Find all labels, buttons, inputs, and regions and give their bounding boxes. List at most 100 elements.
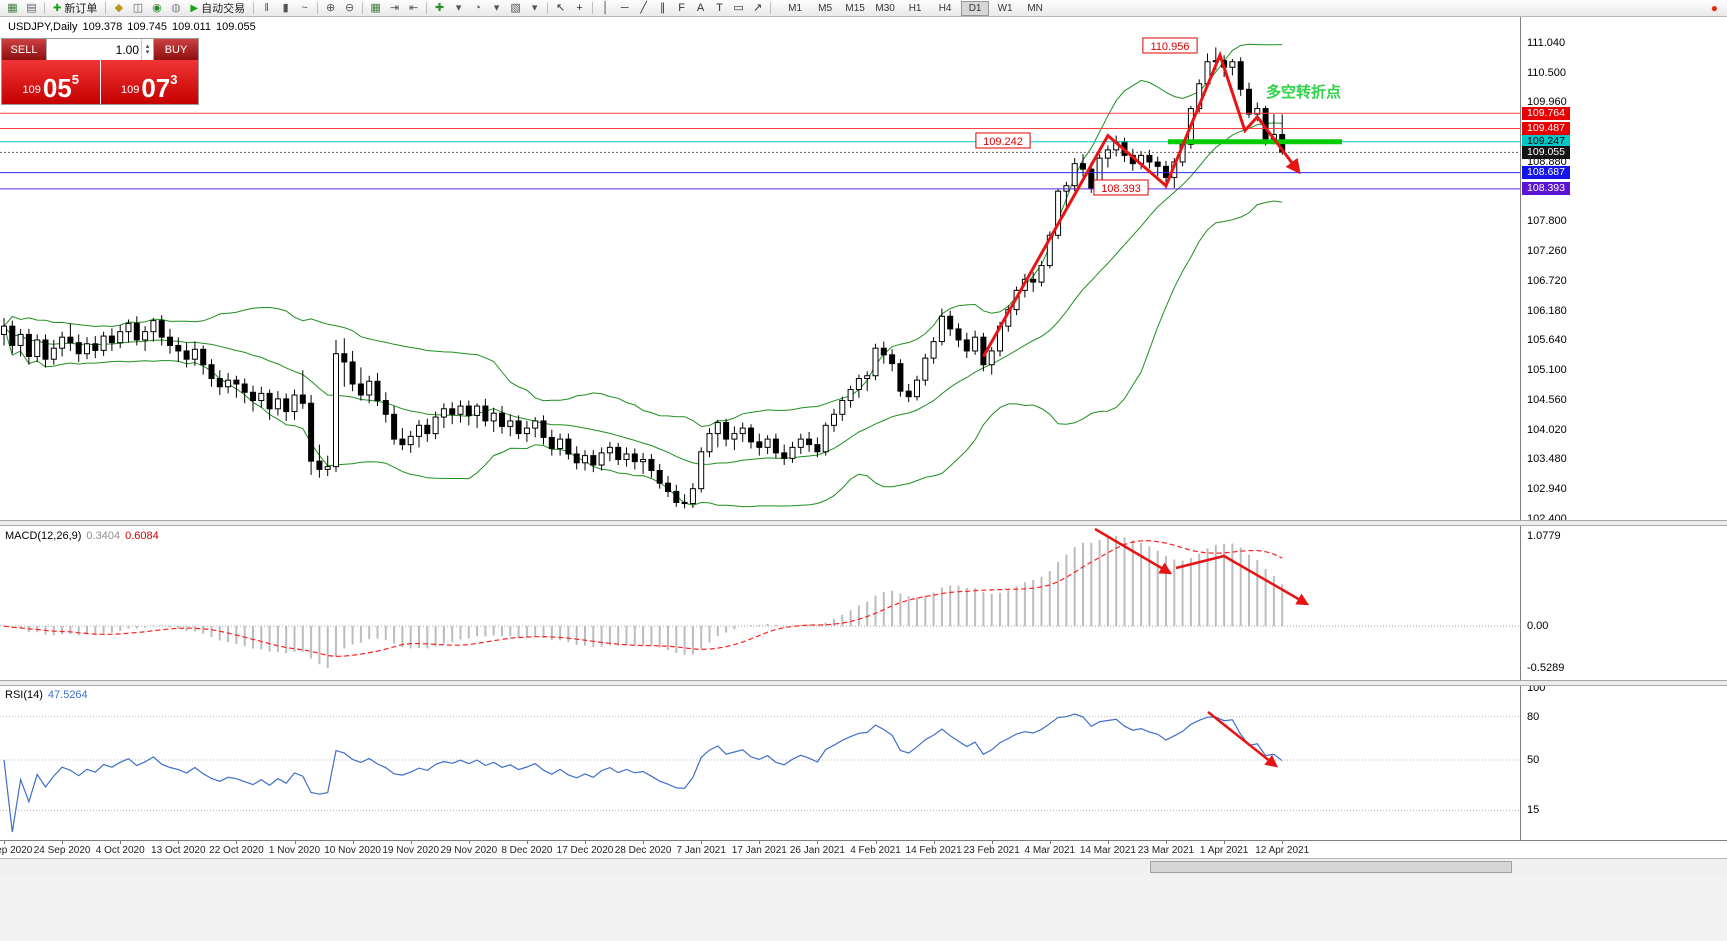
macd-arrow-annotation[interactable] <box>1175 554 1310 606</box>
auto-scroll-icon[interactable]: ⇥ <box>389 1 400 14</box>
price-level-badge: 108.393 <box>1522 182 1570 196</box>
price-level-badge: 109.055 <box>1522 145 1570 159</box>
candle <box>17 333 24 346</box>
candle <box>689 488 696 505</box>
timeframe-mn[interactable]: MN <box>1027 2 1043 14</box>
candle <box>938 315 945 343</box>
horizontal-line-icon[interactable]: ─ <box>620 1 629 14</box>
candle <box>988 350 995 366</box>
candle <box>357 383 364 396</box>
trendline-icon[interactable]: ╱ <box>640 1 647 14</box>
timeframe-w1[interactable]: W1 <box>997 2 1013 14</box>
metaeditor-icon[interactable]: ◆ <box>114 1 124 14</box>
timeframe-m5[interactable]: M5 <box>818 2 833 14</box>
templates-list-icon[interactable]: ▾ <box>531 1 538 14</box>
fibonacci-icon[interactable]: F <box>678 1 685 14</box>
time-tick <box>759 841 761 844</box>
time-tick <box>701 841 703 844</box>
periods-icon[interactable]: ◔ <box>474 1 481 14</box>
price-tick-label: 1.0779 <box>1527 530 1561 542</box>
spinner-up-icon[interactable]: ▴ <box>145 42 150 50</box>
vertical-line-icon[interactable]: │ <box>602 1 610 14</box>
chart-window-icon[interactable]: ◫ <box>132 1 144 14</box>
time-tick <box>1166 841 1167 844</box>
chart-symbol-period: USDJPY,Daily <box>8 21 78 33</box>
indicators-list-icon[interactable]: ▾ <box>455 1 462 14</box>
candle <box>565 438 572 455</box>
panel-splitter-rsi[interactable] <box>0 680 1727 686</box>
periods-list-icon[interactable]: ▾ <box>493 1 500 14</box>
one-click-buy-price[interactable]: 109 07 3 <box>100 60 198 104</box>
timeframe-m30[interactable]: M30 <box>875 2 895 14</box>
volume-input[interactable] <box>47 39 141 60</box>
macd-arrow-annotation[interactable] <box>1094 527 1173 575</box>
rsi-arrow-annotation[interactable] <box>1207 711 1278 768</box>
candle <box>540 420 547 438</box>
horizontal-scrollbar[interactable] <box>0 858 1727 874</box>
candle <box>183 350 190 360</box>
cursor-icon[interactable]: ↖ <box>555 1 566 14</box>
label-icon[interactable]: T <box>716 1 723 14</box>
new-order-button[interactable]: ✚ 新订单 <box>48 1 102 16</box>
price-tag-annotation[interactable]: 108.393 <box>1093 179 1149 196</box>
auto-trading-button[interactable]: ▶ 自动交易 <box>185 1 250 16</box>
sell-button[interactable]: SELL <box>2 39 46 60</box>
timeframe-h1[interactable]: H1 <box>908 2 922 14</box>
shapes-icon[interactable]: ▭ <box>733 1 744 14</box>
zoom-out-icon[interactable]: ⊖ <box>344 1 355 14</box>
price-tick-label: 109.960 <box>1527 96 1567 109</box>
candle <box>557 438 564 449</box>
new-chart-icon[interactable]: ▦ <box>7 1 18 14</box>
horizontal-scrollbar-thumb[interactable] <box>1150 861 1512 873</box>
arrows-icon[interactable]: ↗ <box>752 1 763 14</box>
turning-point-note[interactable]: 多空转折点 <box>1266 83 1341 101</box>
price-tag-annotation[interactable]: 110.956 <box>1142 37 1198 54</box>
candle <box>216 377 223 388</box>
rsi-panel-svg[interactable] <box>0 686 1520 840</box>
candle <box>839 400 846 415</box>
time-tick <box>352 841 354 844</box>
trend-arrow-annotation[interactable] <box>982 50 1301 358</box>
candle <box>191 348 198 360</box>
timeframe-d1[interactable]: D1 <box>961 0 990 16</box>
candle <box>880 347 887 356</box>
macd-main-value: 0.3404 <box>86 530 121 542</box>
candlestick-chart-icon[interactable]: ▮ <box>282 1 289 14</box>
crosshair-icon[interactable]: + <box>576 1 583 14</box>
line-chart-icon[interactable]: ~ <box>301 1 308 14</box>
volume-spinner[interactable]: ▴ ▾ <box>141 39 153 60</box>
ask-pipette: 3 <box>170 72 178 87</box>
alerts-icon[interactable]: ◍ <box>171 1 181 14</box>
chart-shift-icon[interactable]: ⇤ <box>408 1 419 14</box>
buy-button[interactable]: BUY <box>154 39 198 60</box>
macd-panel-svg[interactable] <box>0 526 1520 680</box>
main-chart-svg[interactable]: 110.956 109.242 108.393 多空转折点 <box>0 17 1520 520</box>
tile-windows-icon[interactable]: ▦ <box>370 1 381 14</box>
zoom-in-icon[interactable]: ⊕ <box>325 1 336 14</box>
candle <box>233 379 240 385</box>
templates-icon[interactable]: ▧ <box>510 1 521 14</box>
spinner-down-icon[interactable]: ▾ <box>145 48 150 56</box>
profiles-icon[interactable]: ▤ <box>26 1 37 14</box>
date-label: 14 Feb 2021 <box>905 845 962 856</box>
text-icon[interactable]: A <box>696 1 705 14</box>
community-status-icon[interactable]: ● <box>1710 1 1718 15</box>
candle <box>739 427 746 435</box>
date-label: 4 Mar 2021 <box>1024 845 1076 856</box>
candle <box>897 363 904 392</box>
price-tick-label: 107.800 <box>1527 215 1567 228</box>
panel-splitter-macd[interactable] <box>0 520 1727 526</box>
indicators-icon[interactable]: ✚ <box>434 1 445 14</box>
timeframe-h4[interactable]: H4 <box>938 2 952 14</box>
timeframe-m1[interactable]: M1 <box>788 2 803 14</box>
bars-chart-icon[interactable]: ‖ <box>264 1 269 14</box>
candle <box>714 422 721 435</box>
price-axis[interactable]: 111.040 110.500 109.960 108.880 107.800 107.2… <box>1520 17 1727 858</box>
timeframe-m15[interactable]: M15 <box>845 2 865 14</box>
price-tag-annotation[interactable]: 109.242 <box>975 132 1031 149</box>
mql5-community-icon[interactable]: ◉ <box>152 1 162 14</box>
time-tick <box>1049 841 1051 844</box>
channel-icon[interactable]: ∥ <box>659 1 666 14</box>
one-click-sell-price[interactable]: 109 05 5 <box>2 60 100 104</box>
